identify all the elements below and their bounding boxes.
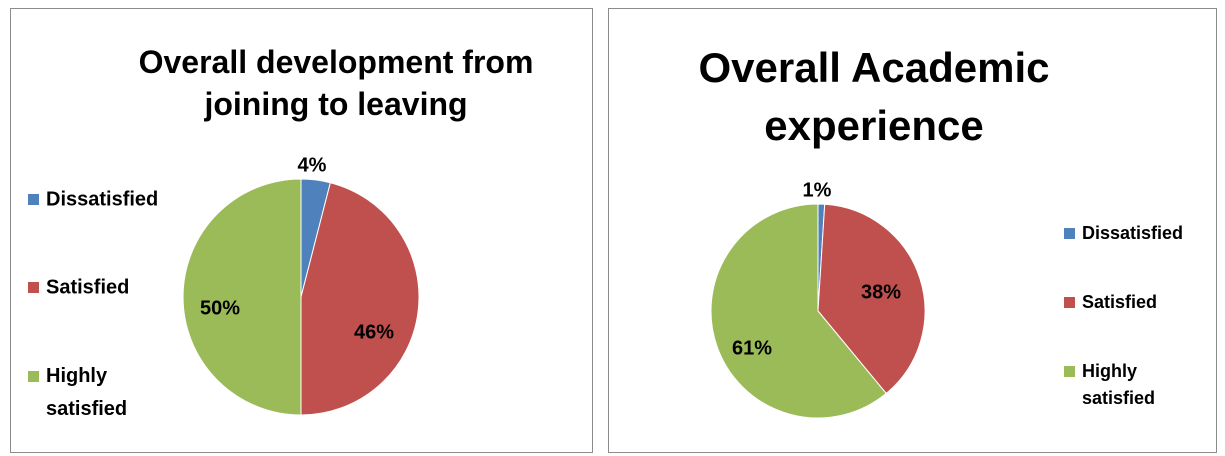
pie-chart-academic: 1% 38% 61% Dissatisfied Satisfied Highly satis… xyxy=(609,9,1218,454)
legend-swatch-highly-satisfied xyxy=(28,371,39,382)
data-label-dissatisfied: 1% xyxy=(803,179,832,201)
chart-panel-development: Overall development from joining to leav… xyxy=(10,8,593,453)
legend-label-highly-satisfied: Highly satisfied xyxy=(1082,361,1155,408)
legend-swatch-dissatisfied xyxy=(1064,228,1075,239)
data-label-satisfied: 38% xyxy=(861,281,901,303)
chart-panel-academic: Overall Academic experience 1% 38% 61% Diss… xyxy=(608,8,1217,453)
legend-label-highly-satisfied: Highly satisfied xyxy=(46,365,127,420)
legend-swatch-satisfied xyxy=(1064,297,1075,308)
data-label-highly-satisfied: 50% xyxy=(200,297,240,319)
legend-label-dissatisfied: Dissatisfied xyxy=(46,188,158,210)
legend-swatch-dissatisfied xyxy=(28,194,39,205)
pie-chart-development: 4% 46% 50% Dissatisfied Satisfied Highly satis… xyxy=(11,9,594,454)
legend-label-dissatisfied: Dissatisfied xyxy=(1082,223,1183,243)
data-label-dissatisfied: 4% xyxy=(298,154,327,176)
data-label-satisfied: 46% xyxy=(354,321,394,343)
data-label-highly-satisfied: 61% xyxy=(732,337,772,359)
legend-label-satisfied: Satisfied xyxy=(1082,292,1157,312)
legend-swatch-highly-satisfied xyxy=(1064,366,1075,377)
legend-label-satisfied: Satisfied xyxy=(46,276,129,298)
legend-swatch-satisfied xyxy=(28,282,39,293)
